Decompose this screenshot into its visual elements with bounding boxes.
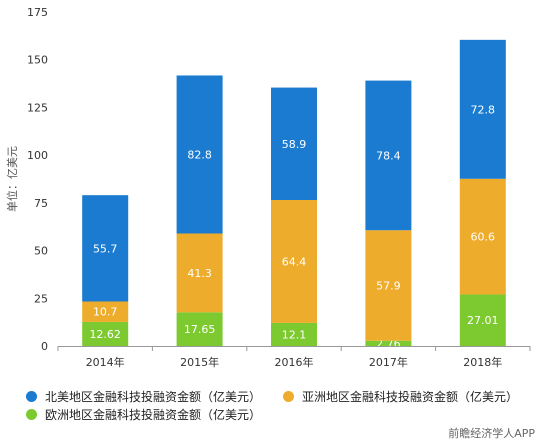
x-tick-label: 2017年 [369,355,408,369]
y-tick-label: 75 [34,197,48,210]
y-axis-label: 单位：亿美元 [5,146,19,212]
y-tick-label: 0 [41,340,48,353]
x-tick-label: 2015年 [180,355,219,369]
bar-segment [365,230,412,341]
bar-segment [82,301,129,322]
legend-label: 北美地区金融科技投融资金额（亿美元） [45,390,262,404]
bar-segment [82,321,129,346]
legend-swatch-icon [283,391,294,402]
bar-segment [459,294,506,346]
bar-segment [176,75,223,234]
data-label: 17.65 [184,323,216,336]
data-label: 10.7 [93,306,118,319]
bar-segment [82,195,129,302]
data-label: 55.7 [93,242,118,255]
bar-segment [365,80,412,231]
bar-segment [365,340,412,346]
y-tick-label: 25 [34,292,48,305]
bar-segment [176,312,223,346]
data-label: 78.4 [376,149,401,162]
bar-segment [176,233,223,313]
x-tick-label: 2014年 [86,355,125,369]
legend-swatch-icon [26,409,37,420]
bar-segment [459,39,506,179]
data-label: 12.1 [282,328,307,341]
legend-label: 欧洲地区金融科技投融资金额（亿美元） [45,408,262,422]
y-tick-label: 150 [27,54,48,67]
bar-segment [459,178,506,295]
data-label: 60.6 [471,231,496,244]
x-tick-label: 2018年 [463,355,502,369]
data-label: 58.9 [282,138,307,151]
bar-segment [271,199,317,323]
legend: 北美地区金融科技投融资金额（亿美元） 亚洲地区金融科技投融资金额（亿美元） 欧洲… [0,378,543,445]
data-label: 57.9 [376,279,401,292]
watermark: 前瞻经济学人APP [448,427,535,440]
y-tick-label: 175 [27,6,48,19]
legend-item-asia: 亚洲地区金融科技投融资金额（亿美元） [283,388,518,405]
data-label: 41.3 [187,267,212,280]
legend-item-europe: 欧洲地区金融科技投融资金额（亿美元） [26,406,261,423]
bars: 12.6210.755.717.6541.382.812.164.458.92.… [82,39,506,350]
y-tick-label: 100 [27,149,48,162]
data-label: 72.8 [471,103,496,116]
stacked-bar-chart: 0 25 50 75 100 125 150 175 12.62 10.7 55.7 17.65 41… [5,6,531,369]
legend-item-north-america: 北美地区金融科技投融资金额（亿美元） [26,388,261,405]
y-tick-label: 50 [34,245,48,258]
legend-label: 亚洲地区金融科技投融资金额（亿美元） [302,390,519,404]
data-label: 82.8 [187,148,212,161]
bar-segment [271,87,317,200]
y-axis: 0 25 50 75 100 125 150 175 [27,6,48,353]
x-axis: 2014年 2015年 2016年 2017年 2018年 [57,346,531,369]
y-tick-label: 125 [27,101,48,114]
bar-segment [271,322,317,346]
data-label: 12.62 [89,328,121,341]
data-label: 64.4 [282,255,307,268]
data-label: 27.01 [467,314,499,327]
legend-swatch-icon [26,391,37,402]
x-tick-label: 2016年 [275,355,314,369]
